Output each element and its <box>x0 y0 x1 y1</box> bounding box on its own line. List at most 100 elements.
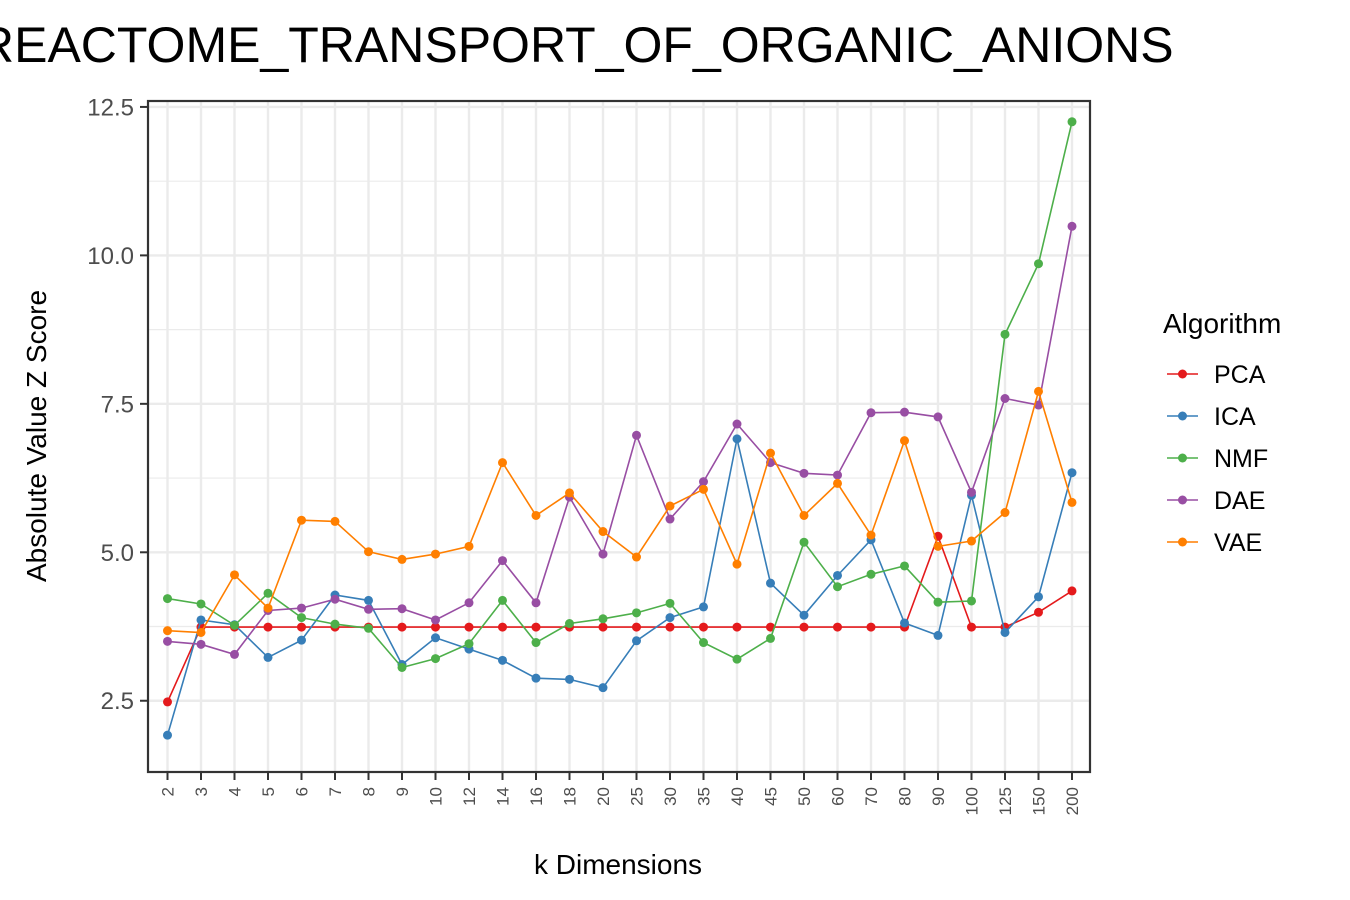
data-point-vae <box>766 448 775 458</box>
data-point-dae <box>1000 393 1010 403</box>
data-point-ica <box>665 613 675 623</box>
data-point-nmf <box>1000 329 1010 339</box>
data-point-dae <box>665 514 675 524</box>
data-point-ica <box>565 674 574 684</box>
x-tick-label: 12 <box>460 787 479 806</box>
legend-label: PCA <box>1214 361 1266 389</box>
panel-border <box>146 99 1092 774</box>
data-point-nmf <box>263 588 273 598</box>
data-point-pca <box>732 622 742 632</box>
data-point-pca <box>1034 607 1043 617</box>
data-point-pca <box>665 622 675 632</box>
data-point-vae <box>297 515 306 525</box>
data-point-pca <box>297 622 306 632</box>
data-point-ica <box>163 730 172 740</box>
y-tick-label: 12.5 <box>87 94 134 121</box>
x-tick-label: 150 <box>1030 787 1049 815</box>
x-tick-label: 80 <box>896 787 915 806</box>
y-tick-label: 7.5 <box>101 391 134 418</box>
data-point-pca <box>598 622 608 632</box>
x-tick-label: 6 <box>293 787 312 796</box>
data-point-ica <box>263 652 273 662</box>
y-axis-title: Absolute Value Z Score <box>21 290 52 582</box>
x-tick-label: 2 <box>159 787 178 796</box>
x-tick-label: 3 <box>192 787 211 796</box>
series-nmf <box>163 117 1077 672</box>
data-point-pca <box>431 622 440 632</box>
data-point-nmf <box>531 638 541 648</box>
x-tick-label: 10 <box>427 787 446 806</box>
data-point-dae <box>699 477 708 487</box>
data-point-vae <box>263 603 273 613</box>
data-point-pca <box>464 622 474 632</box>
data-point-nmf <box>766 633 775 643</box>
x-tick-label: 90 <box>929 787 948 806</box>
data-point-vae <box>364 547 373 557</box>
data-point-pca <box>263 622 273 632</box>
data-point-dae <box>330 594 340 604</box>
x-tick-label: 9 <box>393 787 412 796</box>
data-point-pca <box>833 622 842 632</box>
data-point-nmf <box>464 639 474 649</box>
data-point-pca <box>799 622 809 632</box>
data-point-dae <box>799 468 809 478</box>
data-point-ica <box>1000 627 1010 637</box>
data-point-vae <box>531 510 541 520</box>
y-axis: 2.5 5.0 7.5 10.0 12.5 <box>87 94 148 715</box>
data-point-dae <box>397 604 407 614</box>
data-point-nmf <box>297 613 306 623</box>
data-point-vae <box>565 488 574 498</box>
data-point-vae <box>799 510 809 520</box>
data-point-pca <box>766 622 775 632</box>
legend-label: ICA <box>1214 403 1256 431</box>
data-point-dae <box>833 470 842 480</box>
legend-item-pca: PCA <box>1167 361 1266 389</box>
data-point-vae <box>732 559 742 569</box>
data-point-dae <box>1034 400 1043 410</box>
x-tick-label: 7 <box>326 787 345 796</box>
series-line-ica <box>166 438 1073 736</box>
x-tick-label: 45 <box>762 787 781 806</box>
data-point-vae <box>196 627 206 637</box>
data-point-nmf <box>230 620 239 630</box>
legend-label: DAE <box>1214 487 1265 515</box>
data-point-nmf <box>498 595 507 605</box>
data-point-vae <box>498 458 507 468</box>
chart-title: REACTOME_TRANSPORT_OF_ORGANIC_ANIONS <box>0 17 1174 73</box>
x-tick-label: 20 <box>594 787 613 806</box>
data-point-dae <box>464 598 474 608</box>
data-point-nmf <box>732 654 742 664</box>
data-point-nmf <box>196 599 206 609</box>
legend-item-nmf: NMF <box>1167 445 1268 473</box>
data-point-dae <box>230 649 239 659</box>
data-point-ica <box>766 578 775 588</box>
data-point-vae <box>665 501 675 511</box>
series-line-dae <box>167 226 1073 656</box>
x-tick-label: 25 <box>628 787 647 806</box>
data-point-nmf <box>632 608 641 618</box>
data-point-vae <box>1067 497 1077 507</box>
data-point-vae <box>699 484 708 494</box>
data-point-dae <box>531 598 541 608</box>
data-point-dae <box>866 408 876 418</box>
data-point-ica <box>297 635 306 645</box>
data-point-nmf <box>699 638 708 648</box>
data-point-dae <box>732 419 742 429</box>
data-point-nmf <box>799 537 809 547</box>
data-point-vae <box>330 516 340 526</box>
legend-label: VAE <box>1214 529 1262 557</box>
data-point-vae <box>431 549 440 559</box>
x-tick-label: 35 <box>695 787 714 806</box>
data-point-vae <box>1000 508 1010 518</box>
series-dae <box>163 221 1077 659</box>
x-tick-label: 60 <box>829 787 848 806</box>
series-ica <box>163 434 1077 740</box>
legend-title: Algorithm <box>1163 308 1281 339</box>
data-point-vae <box>1034 386 1043 396</box>
y-tick-label: 2.5 <box>101 688 134 715</box>
y-tick-label: 10.0 <box>87 243 134 270</box>
x-tick-label: 125 <box>996 787 1015 815</box>
data-point-pca <box>866 622 876 632</box>
data-point-ica <box>699 602 708 612</box>
data-point-nmf <box>1067 117 1077 127</box>
